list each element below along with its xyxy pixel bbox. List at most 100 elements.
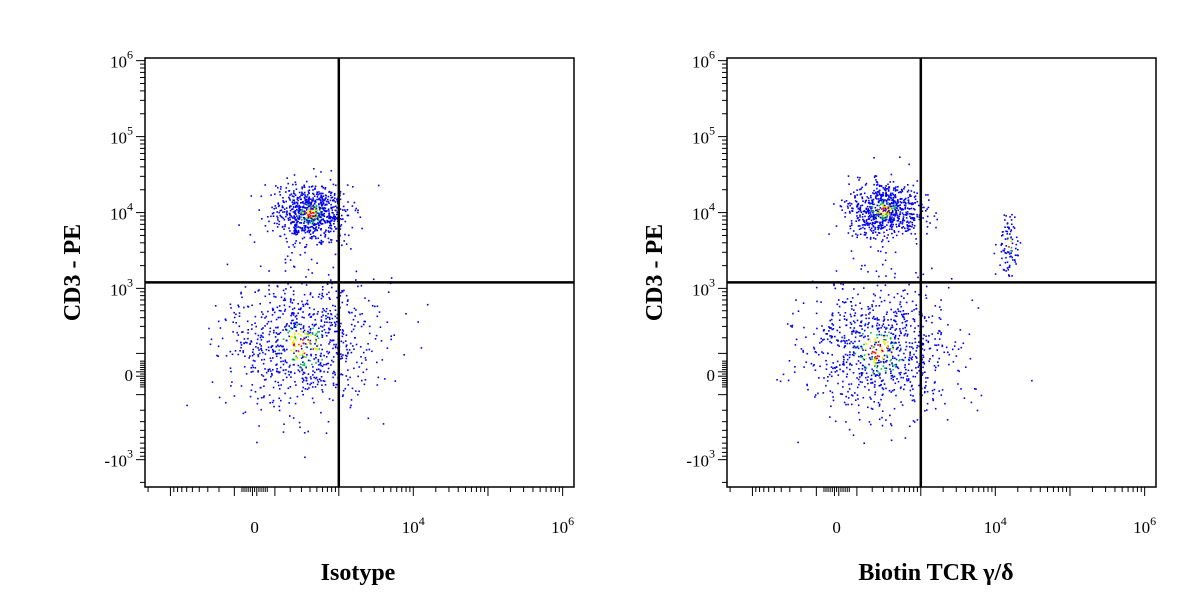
event-dot — [885, 199, 888, 202]
event-dot — [328, 328, 331, 331]
event-dot — [324, 331, 327, 334]
event-dot — [818, 377, 820, 379]
event-dot — [888, 209, 890, 212]
event-dot — [839, 326, 841, 329]
event-dot — [899, 373, 901, 376]
event-dot — [855, 346, 857, 349]
event-dot — [874, 343, 876, 346]
event-dot — [910, 190, 913, 192]
event-dot — [870, 378, 873, 380]
event-dot — [874, 206, 877, 209]
event-dot — [263, 358, 266, 361]
event-dot — [897, 219, 899, 222]
event-dot — [891, 324, 893, 327]
event-dot — [883, 326, 886, 329]
event-dot — [874, 238, 877, 240]
event-dot — [879, 216, 882, 219]
event-dot — [243, 338, 246, 340]
event-dot — [299, 242, 301, 244]
event-dot — [852, 207, 854, 210]
event-dot — [1000, 244, 1002, 246]
event-dot — [921, 374, 924, 376]
event-dot — [272, 399, 275, 402]
event-dot — [922, 217, 924, 219]
event-dot — [896, 220, 899, 222]
event-dot — [868, 353, 870, 356]
y-tick-label: 105 — [110, 124, 133, 148]
event-dot — [866, 224, 869, 226]
event-dot — [851, 394, 854, 397]
event-dot — [267, 346, 270, 349]
event-dot — [910, 232, 913, 235]
event-dot — [876, 187, 878, 190]
event-dot — [825, 359, 827, 362]
event-dot — [276, 306, 279, 309]
event-dot — [293, 322, 295, 325]
event-dot — [376, 384, 379, 386]
event-dot — [878, 201, 880, 204]
event-dot — [256, 342, 258, 345]
event-dot — [960, 346, 963, 349]
event-dot — [320, 297, 323, 300]
event-dot — [294, 336, 296, 338]
event-dot — [869, 216, 872, 218]
event-dot — [834, 287, 837, 290]
event-dot — [350, 351, 353, 354]
event-dot — [876, 284, 879, 287]
event-dot — [903, 352, 905, 355]
event-dot — [922, 372, 924, 374]
event-dot — [340, 291, 342, 294]
event-dot — [921, 210, 924, 212]
event-dot — [934, 344, 936, 346]
event-dot — [342, 330, 344, 332]
event-dot — [882, 202, 884, 205]
event-dot — [266, 230, 269, 233]
event-dot — [937, 344, 940, 346]
event-dot — [835, 366, 838, 368]
event-dot — [897, 310, 900, 312]
event-dot — [387, 291, 390, 293]
event-dot — [309, 376, 312, 378]
event-dot — [900, 401, 902, 403]
event-dot — [905, 329, 907, 332]
event-dot — [879, 214, 881, 217]
event-dot — [297, 209, 300, 212]
event-dot — [318, 348, 321, 350]
event-dot — [275, 296, 277, 298]
event-dot — [876, 204, 879, 207]
event-dot — [836, 339, 838, 341]
event-dot — [285, 191, 287, 193]
event-dot — [884, 284, 887, 286]
event-dot — [891, 221, 894, 224]
event-dot — [359, 346, 362, 348]
event-dot — [1011, 256, 1013, 259]
event-dot — [295, 339, 297, 341]
event-dot — [286, 210, 288, 212]
event-dot — [336, 330, 338, 333]
event-dot — [918, 384, 920, 387]
event-dot — [843, 201, 846, 203]
event-dot — [840, 340, 843, 342]
event-dot — [288, 335, 290, 338]
event-dot — [282, 360, 284, 362]
event-dot — [1011, 238, 1014, 241]
event-dot — [911, 346, 913, 348]
event-dot — [304, 226, 307, 229]
event-dot — [281, 345, 283, 348]
event-dot — [855, 363, 858, 365]
event-dot — [317, 358, 320, 361]
event-dot — [868, 224, 870, 226]
event-dot — [295, 233, 297, 236]
event-dot — [944, 402, 946, 405]
event-dot — [887, 189, 890, 191]
event-dot — [313, 228, 315, 230]
event-dot — [843, 356, 845, 359]
event-dot — [315, 175, 317, 178]
event-dot — [904, 198, 906, 201]
event-dot — [852, 346, 855, 349]
event-dot — [249, 342, 251, 345]
event-dot — [929, 358, 931, 360]
event-dot — [332, 199, 334, 202]
event-dot — [341, 332, 344, 334]
event-dot — [894, 196, 897, 199]
